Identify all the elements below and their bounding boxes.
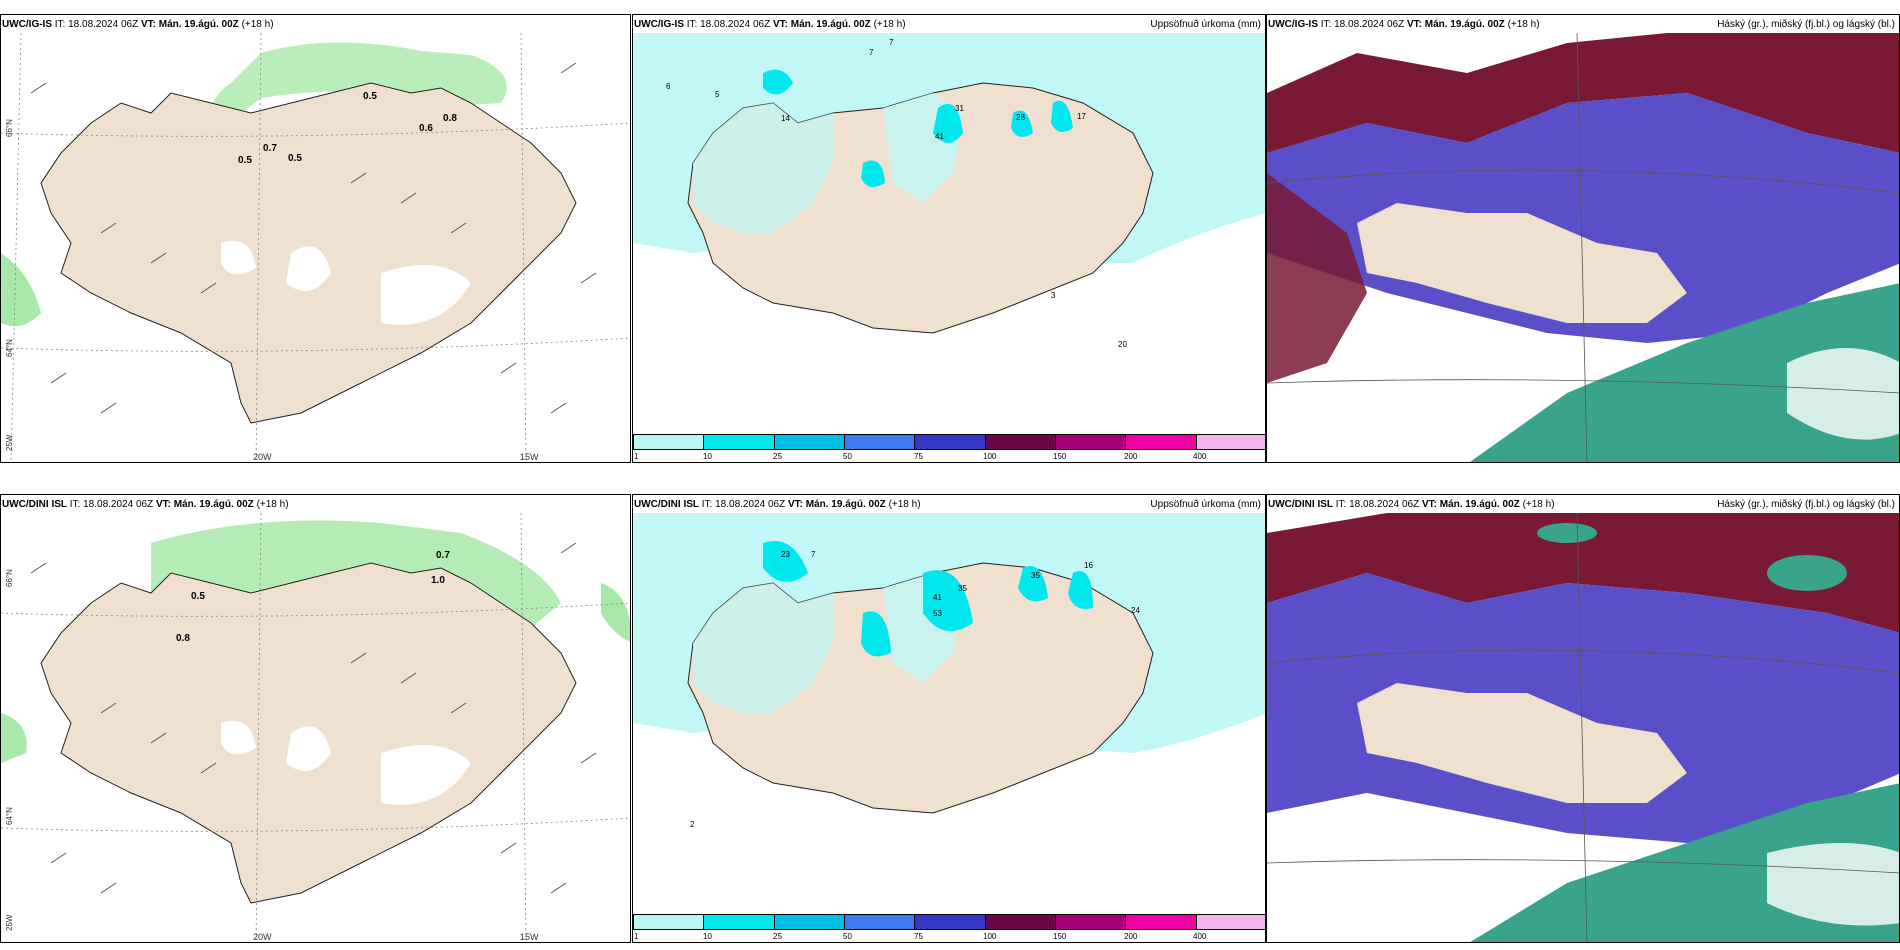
precip-value: 17 [1077,112,1086,121]
colorbar-tick: 75 [914,452,923,461]
precip-value: 20 [1118,340,1127,349]
precip-value: 7 [869,48,874,57]
colorbar-tick: 150 [1053,932,1067,941]
precip-value: 7 [889,38,894,47]
precip-value: 24 [1131,606,1140,615]
colorbar-tick: 200 [1124,932,1138,941]
colorbar-tick: 200 [1124,452,1138,461]
colorbar-tick: 1 [634,932,639,941]
colorbar-tick: 25 [773,452,782,461]
colorbar-tick: 400 [1193,932,1207,941]
panel-title: UWC/DINI ISL IT: 18.08.2024 06Z VT: Mán.… [2,499,289,510]
colorbar-tick: 10 [703,452,712,461]
cloud-contour-label: 0.7 [263,143,277,154]
panel-cloud-layers-row2: UWC/DINI ISL IT: 18.08.2024 06Z VT: Mán.… [1266,494,1900,943]
panel-cloud-layers-row1: UWC/IG-IS IT: 18.08.2024 06Z VT: Mán. 19… [1266,14,1900,463]
precip-value-labels: 7 23 41 53 35 35 16 24 2 [633,513,1265,927]
precip-value: 31 [955,104,964,113]
panel-title: UWC/IG-IS IT: 18.08.2024 06Z VT: Mán. 19… [634,19,906,30]
precip-value: 41 [935,132,944,141]
panel-title: UWC/DINI ISL IT: 18.08.2024 06Z VT: Mán.… [634,499,921,510]
precip-value: 35 [1031,571,1040,580]
cloud-contour-label: 0.5 [191,591,205,602]
panel-subtitle: Háský (gr.), miðský (fj.bl.) og lágský (… [1717,19,1895,30]
colorbar-tick: 10 [703,932,712,941]
colorbar-tick: 100 [983,932,997,941]
colorbar-tick: 100 [983,452,997,461]
precip-value: 28 [1016,113,1025,122]
precipitation-map [633,33,1265,447]
panel-title: UWC/IG-IS IT: 18.08.2024 06Z VT: Mán. 19… [2,19,274,30]
cloud-cover-map: 0.5 0.7 0.5 0.5 0.8 0.6 [1,33,630,462]
cloud-layers-map [1267,513,1899,942]
cloud-contour-label: 0.6 [419,123,433,134]
precip-value: 5 [715,90,720,99]
colorbar-tick: 75 [914,932,923,941]
panel-cloud-cover-row1: UWC/IG-IS IT: 18.08.2024 06Z VT: Mán. 19… [0,14,631,463]
cloud-contour-label: 1.0 [431,575,445,586]
cloud-cover-map: 0.5 0.8 1.0 0.7 [1,513,630,942]
lat-label: 66°N [5,119,14,137]
precip-colorbar [633,914,1265,930]
precip-value: 53 [933,609,942,618]
precip-value-labels: 6 7 7 5 14 31 41 28 17 3 20 [633,33,1265,447]
panel-subtitle: Uppsöfnuð úrkoma (mm) [1150,19,1261,30]
lat-label: 66°N [5,569,14,587]
cloud-contour-label: 0.5 [363,91,377,102]
colorbar-tick: 50 [843,932,852,941]
precip-colorbar [633,434,1265,450]
lon-label: 15W [520,932,539,942]
precip-value: 6 [666,82,671,91]
cloud-contour-label: 0.5 [288,153,302,164]
lon-label: 25W [5,434,14,451]
colorbar-tick: 25 [773,932,782,941]
panel-title: UWC/IG-IS IT: 18.08.2024 06Z VT: Mán. 19… [1268,19,1540,30]
precip-value: 7 [811,550,816,559]
precipitation-map [633,513,1265,927]
cloud-contour-label: 0.5 [238,155,252,166]
colorbar-tick: 400 [1193,452,1207,461]
panel-precipitation-row2: UWC/DINI ISL IT: 18.08.2024 06Z VT: Mán.… [632,494,1266,943]
lon-label: 20W [253,452,272,462]
colorbar-tick: 150 [1053,452,1067,461]
precip-value: 2 [690,820,695,829]
lat-label: 64°N [5,339,14,357]
lon-label: 20W [253,932,272,942]
cloud-contour-label: 0.8 [443,113,457,124]
lat-label: 64°N [5,807,14,825]
panel-cloud-cover-row2: UWC/DINI ISL IT: 18.08.2024 06Z VT: Mán.… [0,494,631,943]
precip-value: 35 [958,584,967,593]
cloud-layers-map [1267,33,1899,462]
precip-value: 23 [781,550,790,559]
lon-label: 25W [5,914,14,931]
cloud-contour-label: 0.8 [176,633,190,644]
panel-precipitation-row1: UWC/IG-IS IT: 18.08.2024 06Z VT: Mán. 19… [632,14,1266,463]
lon-label: 15W [520,452,539,462]
precip-value: 16 [1084,561,1093,570]
colorbar-tick: 1 [634,452,639,461]
panel-subtitle: Háský (gr.), miðský (fj.bl.) og lágský (… [1717,499,1895,510]
panel-subtitle: Uppsöfnuð úrkoma (mm) [1150,499,1261,510]
panel-title: UWC/DINI ISL IT: 18.08.2024 06Z VT: Mán.… [1268,499,1555,510]
precip-value: 14 [781,114,790,123]
cloud-contour-label: 0.7 [436,550,450,561]
precip-value: 3 [1051,291,1056,300]
precip-value: 41 [933,593,942,602]
colorbar-tick: 50 [843,452,852,461]
